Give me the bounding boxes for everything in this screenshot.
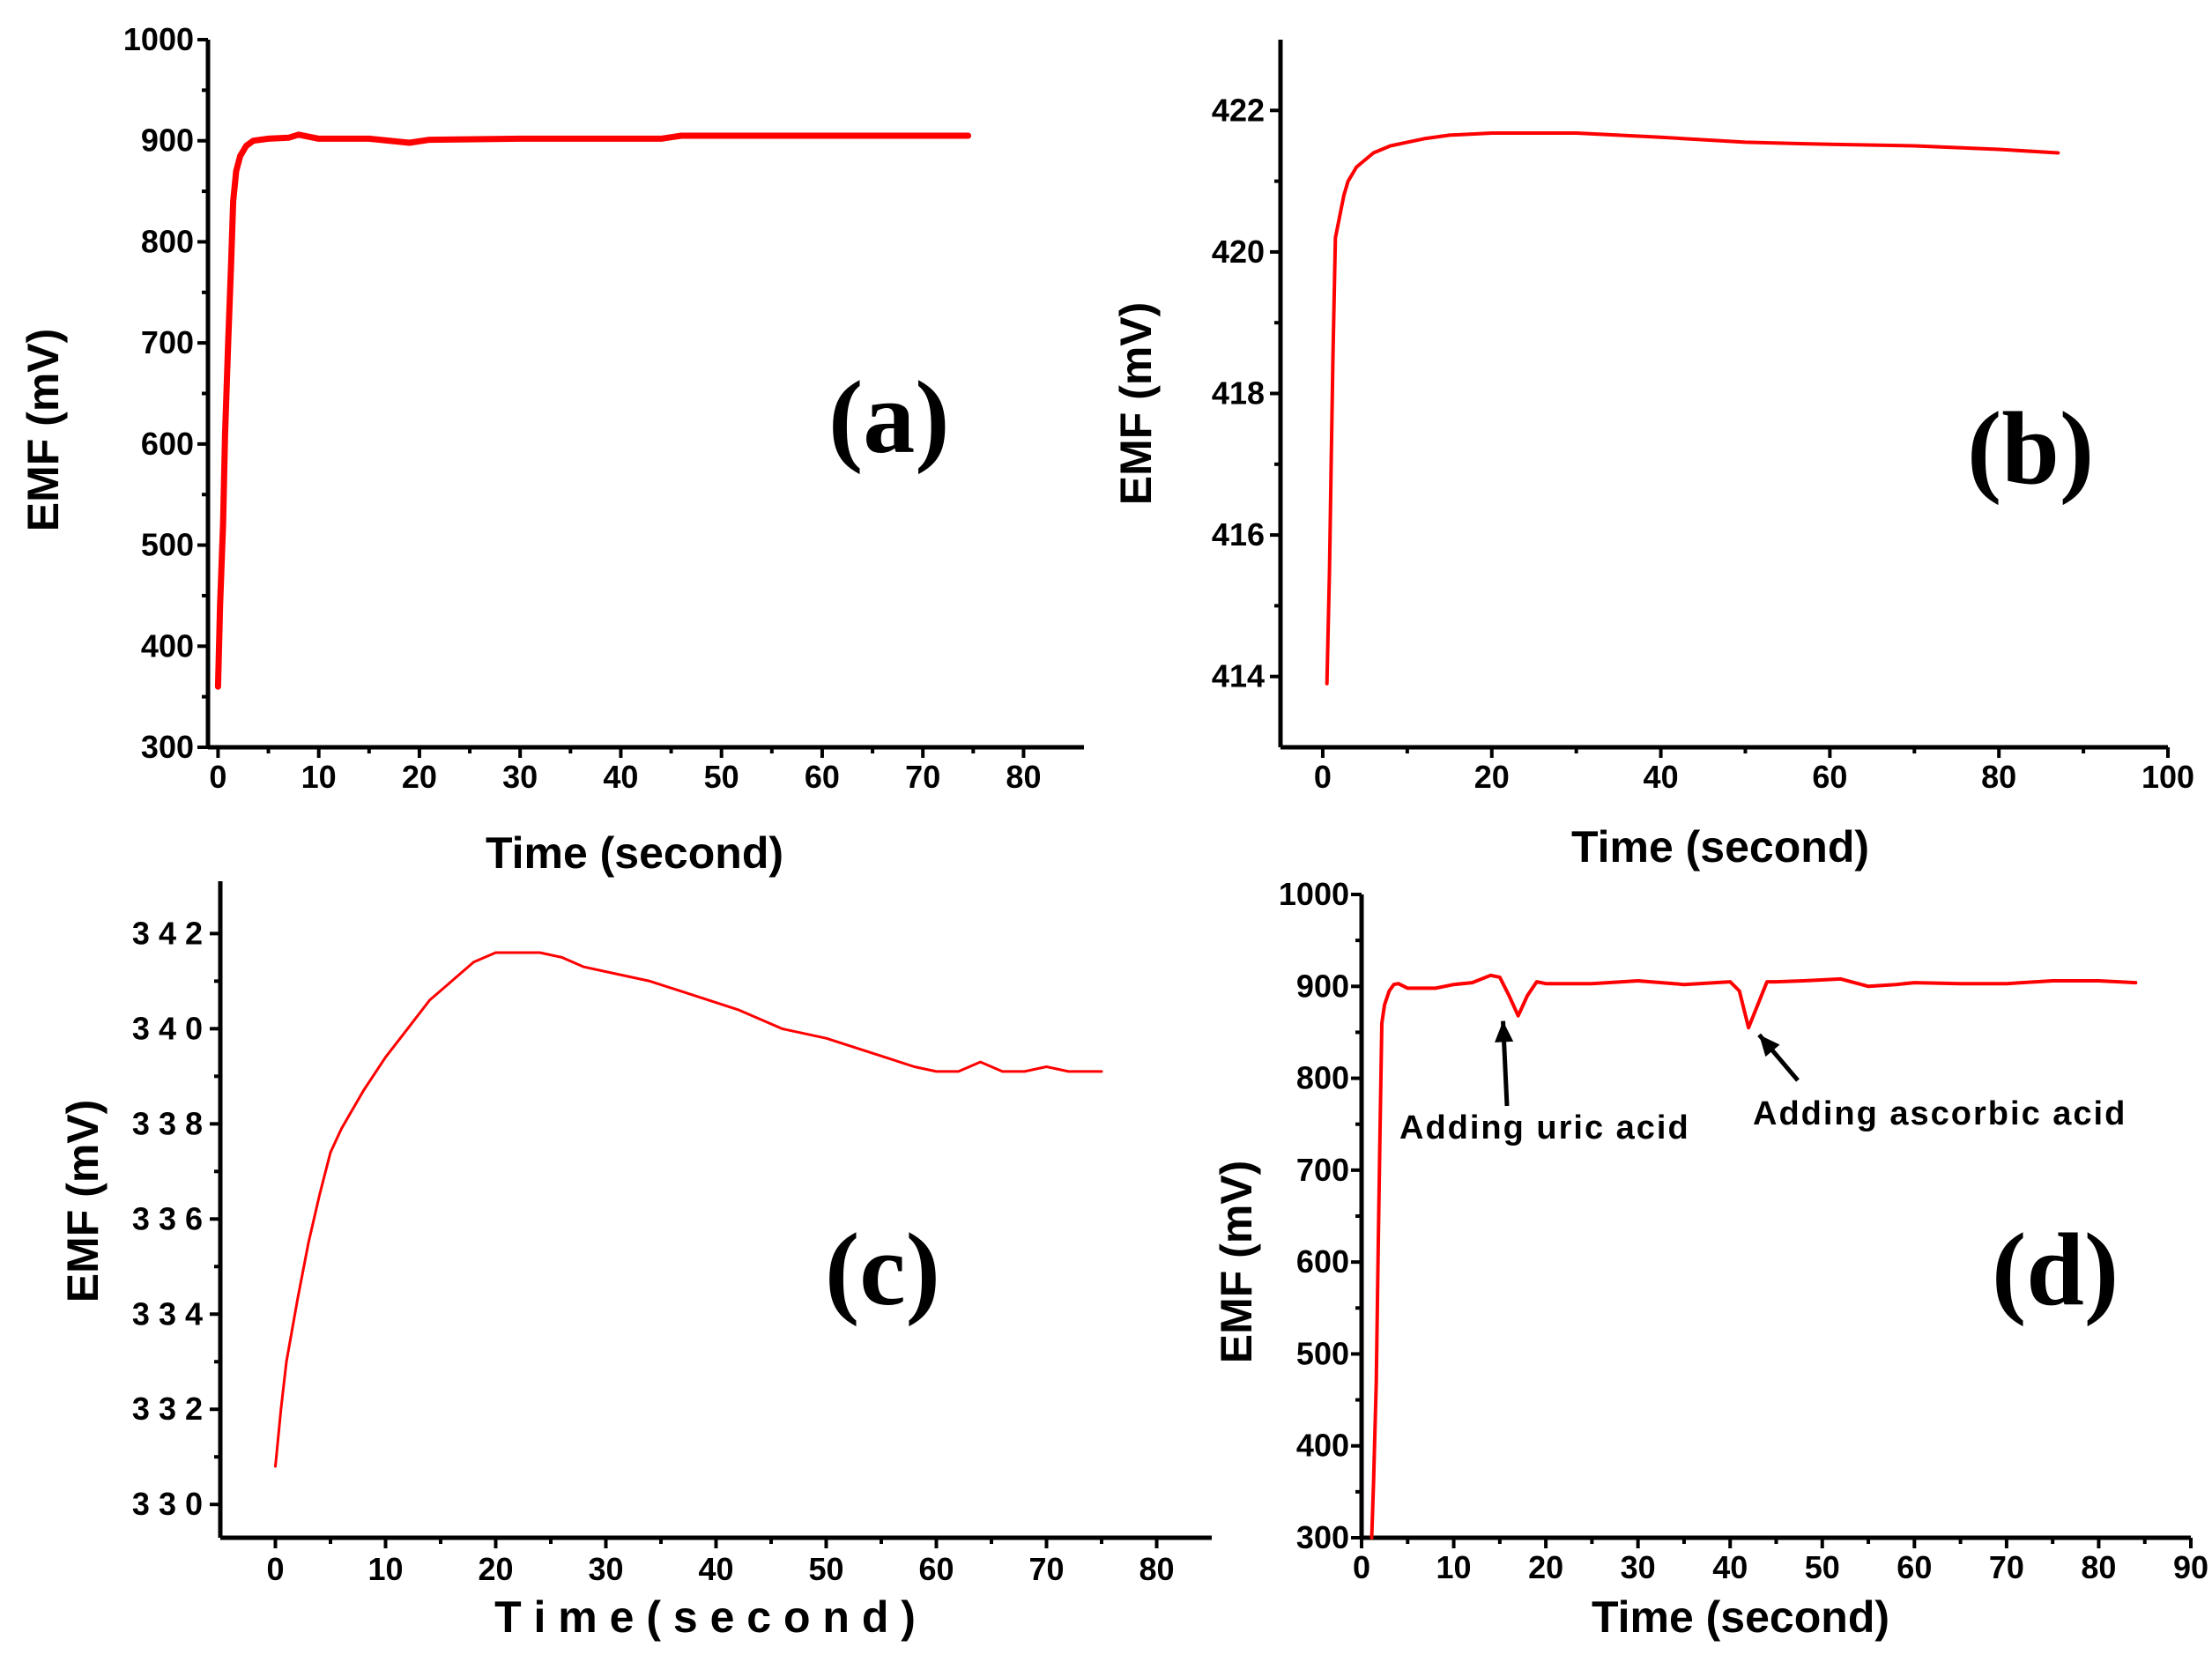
annotation-arrowhead bbox=[1495, 1020, 1514, 1042]
x-tick-label: 0 bbox=[1353, 1549, 1370, 1585]
y-tick-label: 420 bbox=[1212, 234, 1265, 270]
y-tick-label: 900 bbox=[1296, 968, 1349, 1004]
x-tick-label: 30 bbox=[1621, 1549, 1656, 1585]
x-tick-label: 30 bbox=[588, 1551, 623, 1587]
x-tick-label: 10 bbox=[301, 759, 337, 795]
panel-c-ylabel: EMF (mV) bbox=[58, 1100, 108, 1303]
panel-a: (a) Time (second) EMF (mV) 3004005006007… bbox=[19, 21, 1084, 878]
annotation-arrowhead bbox=[1759, 1035, 1780, 1057]
series-line-a bbox=[214, 131, 972, 690]
x-tick-label: 20 bbox=[478, 1551, 513, 1587]
x-tick-label: 20 bbox=[402, 759, 437, 795]
series-line-d bbox=[1370, 973, 2138, 1540]
y-tick-label: 300 bbox=[1296, 1519, 1349, 1555]
y-tick-label: 300 bbox=[141, 729, 194, 765]
y-tick-label: 400 bbox=[141, 627, 194, 664]
panel-b-ylabel: EMF (mV) bbox=[1111, 302, 1161, 506]
x-tick-label: 60 bbox=[1812, 759, 1847, 795]
x-tick-label: 70 bbox=[1028, 1551, 1064, 1587]
x-tick-label: 80 bbox=[2081, 1549, 2116, 1585]
y-tick-label: 3 3 6 bbox=[132, 1200, 203, 1236]
panel-c-label: (c) bbox=[825, 1212, 940, 1327]
x-tick-label: 90 bbox=[2173, 1549, 2208, 1585]
x-tick-label: 30 bbox=[502, 759, 538, 795]
panel-b: (b) Time (second) EMF (mV) 414 416 418 420 4… bbox=[1111, 40, 2194, 872]
x-tick-label: 50 bbox=[704, 759, 739, 795]
y-tick-label: 800 bbox=[141, 223, 194, 259]
series-line-b bbox=[1325, 131, 2060, 686]
y-tick-label: 700 bbox=[1296, 1152, 1349, 1188]
y-tick-label: 422 bbox=[1212, 92, 1265, 128]
y-tick-label: 1000 bbox=[123, 21, 194, 57]
x-tick-label: 40 bbox=[1644, 759, 1679, 795]
x-tick-label: 50 bbox=[808, 1551, 843, 1587]
series-line-c bbox=[274, 951, 1103, 1468]
x-tick-label: 50 bbox=[1805, 1549, 1840, 1585]
x-tick-label: 40 bbox=[603, 759, 638, 795]
x-tick-label: 100 bbox=[2141, 759, 2194, 795]
x-tick-label: 60 bbox=[918, 1551, 954, 1587]
panel-d: (d) Time (second) EMF (mV) Adding uric a… bbox=[1212, 876, 2208, 1642]
annotation-uric-acid: Adding uric acid bbox=[1399, 1109, 1690, 1146]
x-tick-label: 40 bbox=[698, 1551, 733, 1587]
x-tick-label: 40 bbox=[1712, 1549, 1748, 1585]
x-tick-label: 60 bbox=[1897, 1549, 1932, 1585]
panel-c-xlabel: T i m e ( s e c o n d ) bbox=[494, 1592, 916, 1642]
annotation-arrows bbox=[1495, 1020, 1800, 1107]
annotation-ascorbic-acid: Adding ascorbic acid bbox=[1753, 1095, 2127, 1132]
x-tick-label: 0 bbox=[209, 759, 226, 795]
x-tick-label: 20 bbox=[1474, 759, 1510, 795]
y-tick-label: 700 bbox=[141, 324, 194, 360]
y-tick-label: 3 3 0 bbox=[132, 1486, 203, 1522]
x-tick-label: 70 bbox=[1989, 1549, 2024, 1585]
y-tick-label: 800 bbox=[1296, 1060, 1349, 1096]
x-tick-label: 0 bbox=[266, 1551, 284, 1587]
x-tick-label: 60 bbox=[805, 759, 840, 795]
y-tick-label: 500 bbox=[1296, 1335, 1349, 1371]
x-tick-label: 10 bbox=[1436, 1549, 1472, 1585]
x-tick-label: 20 bbox=[1528, 1549, 1563, 1585]
x-tick-label: 70 bbox=[905, 759, 940, 795]
panel-d-ylabel: EMF (mV) bbox=[1212, 1161, 1261, 1364]
y-tick-label: 3 4 0 bbox=[132, 1010, 203, 1046]
y-tick-label: 3 3 8 bbox=[132, 1105, 203, 1141]
y-tick-label: 600 bbox=[141, 426, 194, 462]
panel-a-ylabel: EMF (mV) bbox=[19, 329, 68, 532]
panel-a-label: (a) bbox=[828, 360, 950, 475]
y-tick-label: 400 bbox=[1296, 1428, 1349, 1464]
y-tick-label: 418 bbox=[1212, 375, 1265, 412]
y-tick-label: 900 bbox=[141, 122, 194, 159]
y-tick-label: 1000 bbox=[1279, 876, 1349, 912]
y-tick-label: 414 bbox=[1212, 658, 1265, 694]
y-tick-label: 3 4 2 bbox=[132, 915, 203, 951]
panel-b-label: (b) bbox=[1967, 390, 2094, 506]
x-tick-label: 80 bbox=[1139, 1551, 1174, 1587]
y-tick-label: 3 3 4 bbox=[132, 1295, 203, 1332]
x-tick-label: 10 bbox=[367, 1551, 403, 1587]
y-tick-label: 3 3 2 bbox=[132, 1391, 203, 1427]
x-tick-label: 0 bbox=[1314, 759, 1332, 795]
panel-c: (c) T i m e ( s e c o n d ) EMF (mV) 3 3… bbox=[58, 881, 1212, 1642]
panel-d-label: (d) bbox=[1992, 1212, 2119, 1327]
y-tick-label: 600 bbox=[1296, 1243, 1349, 1280]
x-tick-label: 80 bbox=[1981, 759, 2016, 795]
y-tick-label: 416 bbox=[1212, 516, 1265, 553]
panel-a-xlabel: Time (second) bbox=[486, 828, 783, 878]
panel-d-xlabel: Time (second) bbox=[1592, 1592, 1889, 1642]
y-tick-label: 500 bbox=[141, 527, 194, 563]
panel-b-xlabel: Time (second) bbox=[1571, 822, 1869, 872]
x-tick-label: 80 bbox=[1006, 759, 1041, 795]
